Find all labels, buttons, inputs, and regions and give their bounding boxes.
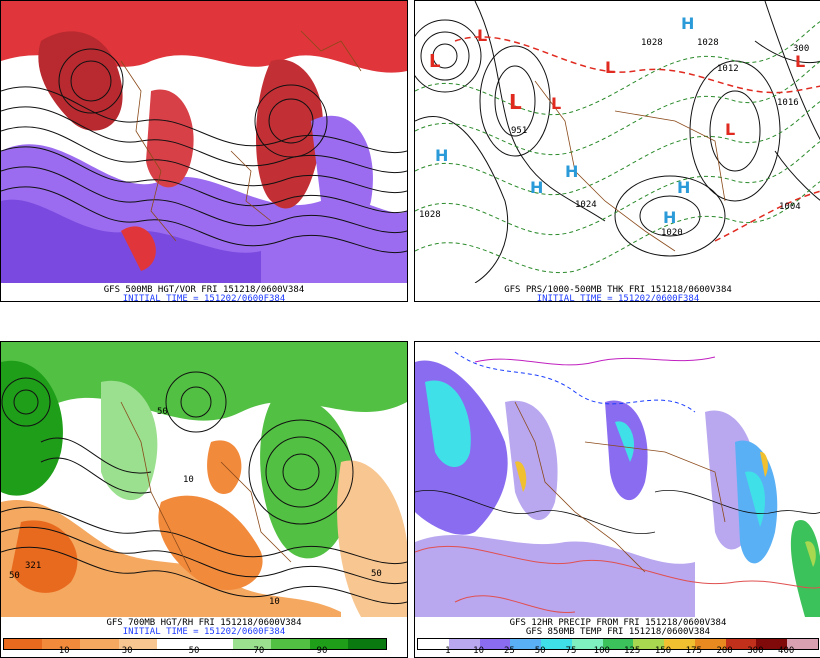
colorbar-swatch <box>602 639 634 649</box>
low-pressure-symbol: L <box>605 58 615 77</box>
high-pressure-symbol: H <box>530 178 543 197</box>
low-pressure-symbol: L <box>551 94 561 113</box>
colorbar-swatch <box>80 639 119 649</box>
contour-label: 50 <box>371 569 382 579</box>
panel-700mb-rh: 321 50 50 10 10 50 GFS 700MB HGT/RH FRI … <box>0 341 408 658</box>
panel-500mb-vorticity: GFS 500MB HGT/VOR FRI 151218/0600V384 IN… <box>0 0 408 302</box>
colorbar-tick: 10 <box>58 646 70 656</box>
isobar-label: 1028 <box>697 38 719 48</box>
isobar-label: 1028 <box>419 210 441 220</box>
colorbar-swatch <box>195 639 234 649</box>
contour-label: 50 <box>9 571 20 581</box>
colorbar-swatch <box>694 639 726 649</box>
low-pressure-symbol: L <box>429 51 440 72</box>
low-pressure-symbol: L <box>477 26 487 45</box>
colorbar-swatch <box>725 639 757 649</box>
colorbar-swatch <box>118 639 157 649</box>
colorbar-tick: 300 <box>747 646 764 656</box>
colorbar-swatch <box>664 639 695 649</box>
colorbar-swatch <box>347 639 387 649</box>
pressure-map: L L L L L L L H H H H H H 1028 1012 300 … <box>415 1 820 283</box>
colorbar-tick: 400 <box>778 646 795 656</box>
colorbar-swatch <box>271 639 310 649</box>
colorbar-swatch <box>510 639 542 649</box>
colorbar-tick: 30 <box>121 646 133 656</box>
precip-caption-line1: GFS 12HR PRECIP FROM FRI 151218/0600V384 <box>509 618 727 628</box>
colorbar-tick: 50 <box>534 646 546 656</box>
isobar-label: 1012 <box>717 64 739 74</box>
rh-colorbar-ticks: 10 30 50 70 90 <box>3 646 385 656</box>
prs-caption-line1: GFS PRS/1000-500MB THK FRI 151218/0600V3… <box>504 285 732 295</box>
colorbar-tick: 90 <box>316 646 328 656</box>
isobar-label: 300 <box>793 44 809 54</box>
colorbar-tick: 200 <box>716 646 733 656</box>
precip-map <box>415 342 820 617</box>
isobar-label: 1016 <box>777 98 799 108</box>
prs-caption-line2: INITIAL TIME = 151202/0600F384 <box>536 294 700 302</box>
colorbar-tick: 10 <box>473 646 485 656</box>
rh-colorbar <box>3 638 387 650</box>
colorbar-swatch <box>479 639 511 649</box>
colorbar-tick: 50 <box>188 646 200 656</box>
isobar-label: 1020 <box>661 228 683 238</box>
low-pressure-symbol: L <box>509 90 522 114</box>
panel-pressure-thickness: L L L L L L L H H H H H H 1028 1012 300 … <box>414 0 820 302</box>
rh-caption-line1: GFS 700MB HGT/RH FRI 151218/0600V384 <box>106 618 302 628</box>
colorbar-swatch <box>233 639 272 649</box>
colorbar-swatch <box>541 639 572 649</box>
colorbar-tick: 75 <box>565 646 577 656</box>
colorbar-tick: 25 <box>503 646 515 656</box>
colorbar-swatch <box>448 639 480 649</box>
colorbar-swatch <box>156 639 196 649</box>
contour-label: 50 <box>157 407 168 417</box>
precip-colorbar <box>417 638 819 650</box>
precip-colorbar-ticks: 1 10 25 50 75 100 125 150 175 200 300 40… <box>417 646 817 656</box>
isobar-label: 1004 <box>779 202 801 212</box>
vorticity-map <box>1 1 407 283</box>
colorbar-tick: 70 <box>253 646 265 656</box>
colorbar-tick: 1 <box>445 646 451 656</box>
precip-caption-line2: GFS 850MB TEMP FRI 151218/0600V384 <box>525 627 711 637</box>
contour-label: 10 <box>183 475 194 485</box>
panel-12hr-precip: GFS 12HR PRECIP FROM FRI 151218/0600V384… <box>414 341 820 658</box>
contour-label: 10 <box>269 597 280 607</box>
isobar-label: 1028 <box>641 38 663 48</box>
high-pressure-symbol: H <box>681 14 694 33</box>
vort-caption-line1: GFS 500MB HGT/VOR FRI 151218/0600V384 <box>103 285 305 295</box>
high-pressure-symbol: H <box>663 208 676 227</box>
rh-map: 321 50 50 10 10 50 <box>1 342 407 617</box>
rh-caption-line2: INITIAL TIME = 151202/0600F384 <box>122 627 286 637</box>
colorbar-swatch <box>756 639 788 649</box>
colorbar-swatch <box>309 639 348 649</box>
colorbar-swatch <box>787 639 818 649</box>
high-pressure-symbol: H <box>565 162 578 181</box>
colorbar-swatch <box>418 639 449 649</box>
isobar-label: 1024 <box>575 200 597 210</box>
colorbar-swatch <box>4 639 43 649</box>
low-pressure-symbol: L <box>795 52 805 71</box>
high-pressure-symbol: H <box>435 146 448 165</box>
colorbar-tick: 175 <box>685 646 702 656</box>
high-pressure-symbol: H <box>677 178 690 197</box>
colorbar-tick: 125 <box>624 646 641 656</box>
colorbar-swatch <box>42 639 81 649</box>
low-pressure-symbol: L <box>725 120 735 139</box>
vort-caption-line2: INITIAL TIME = 151202/0600F384 <box>122 294 286 302</box>
colorbar-swatch <box>633 639 665 649</box>
isobar-label: 951 <box>511 126 527 136</box>
colorbar-swatch <box>571 639 603 649</box>
colorbar-tick: 150 <box>654 646 672 656</box>
colorbar-tick: 100 <box>593 646 610 656</box>
contour-label: 321 <box>25 561 41 571</box>
